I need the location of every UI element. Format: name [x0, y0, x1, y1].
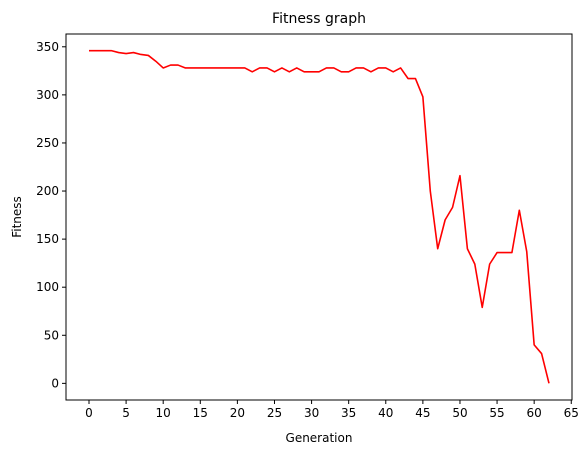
x-tick-label: 40	[378, 406, 393, 420]
y-axis-label: Fitness	[10, 196, 24, 238]
plot-layer	[89, 49, 550, 384]
x-tick-label: 30	[304, 406, 319, 420]
x-tick-label: 0	[85, 406, 93, 420]
x-tick-label: 20	[230, 406, 245, 420]
x-tick-label: 65	[564, 406, 579, 420]
x-tick-label: 45	[415, 406, 430, 420]
y-tick-label: 0	[51, 376, 59, 390]
x-tick-label: 25	[267, 406, 282, 420]
x-tick-label: 50	[452, 406, 467, 420]
y-tick-label: 150	[36, 232, 59, 246]
x-tick-label: 60	[527, 406, 542, 420]
x-tick-label: 55	[489, 406, 504, 420]
axes-frame	[65, 33, 573, 401]
chart-title: Fitness graph	[272, 11, 366, 27]
fitness-series-line	[89, 49, 550, 384]
y-tick-label: 100	[36, 280, 59, 294]
y-tick-label: 200	[36, 184, 59, 198]
x-tick-label: 35	[341, 406, 356, 420]
x-tick-label: 10	[156, 406, 171, 420]
y-tick-label: 50	[44, 328, 59, 342]
y-tick-label: 350	[36, 40, 59, 54]
y-tick-label: 300	[36, 88, 59, 102]
x-tick-label: 5	[122, 406, 130, 420]
x-axis-label: Generation	[286, 431, 353, 445]
y-tick-label: 250	[36, 136, 59, 150]
x-tick-label: 15	[193, 406, 208, 420]
